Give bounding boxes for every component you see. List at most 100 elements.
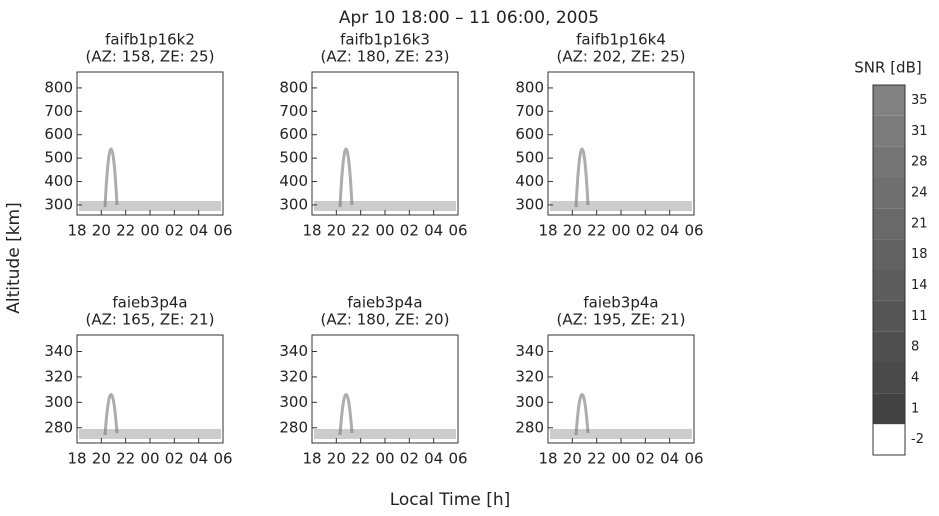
y-tick-label: 700 — [279, 102, 308, 120]
x-tick-label: 04 — [189, 450, 208, 468]
colorbar-tick-label: 14 — [911, 278, 928, 293]
x-tick-label: 20 — [563, 450, 582, 468]
y-tick-label: 300 — [515, 393, 544, 411]
y-tick-label: 340 — [279, 342, 308, 360]
x-tick-label: 00 — [140, 222, 159, 240]
x-tick-label: 18 — [302, 450, 321, 468]
colorbar-tick-label: -2 — [911, 432, 924, 447]
x-tick-label: 18 — [67, 450, 86, 468]
colorbar-band — [873, 146, 905, 178]
panel-subtitle: (AZ: 180, ZE: 20) — [321, 311, 450, 329]
x-tick-label: 06 — [213, 450, 232, 468]
colorbar-tick-label: 11 — [911, 309, 928, 324]
x-tick-label: 22 — [351, 450, 370, 468]
echo-texture — [550, 201, 692, 211]
echo-texture — [314, 429, 456, 439]
y-tick-label: 700 — [44, 102, 73, 120]
x-tick-label: 18 — [538, 222, 557, 240]
colorbar-tick-label: 4 — [911, 370, 919, 385]
y-tick-label: 800 — [279, 78, 308, 96]
panel-title: faieb3p4a — [583, 294, 658, 312]
y-tick-label: 300 — [279, 393, 308, 411]
x-tick-label: 18 — [538, 450, 557, 468]
x-tick-label: 20 — [563, 222, 582, 240]
echo-texture — [338, 147, 354, 208]
x-tick-label: 06 — [448, 222, 467, 240]
colorbar-tick-label: 35 — [911, 93, 928, 108]
x-tick-label: 04 — [424, 450, 443, 468]
colorbar-band — [873, 208, 905, 240]
y-tick-label: 300 — [44, 195, 73, 213]
colorbar-band — [873, 239, 905, 270]
x-tick-label: 02 — [636, 222, 655, 240]
echo-texture — [103, 147, 119, 208]
y-tick-label: 700 — [515, 102, 544, 120]
colorbar-tick-label: 31 — [911, 124, 928, 139]
x-tick-label: 00 — [140, 450, 159, 468]
panel-title: faifb1p16k3 — [340, 31, 430, 49]
x-tick-label: 02 — [400, 222, 419, 240]
colorbar-tick-label: 18 — [911, 247, 928, 262]
plot-frame — [76, 334, 224, 444]
x-tick-label: 06 — [684, 222, 703, 240]
panel-subtitle: (AZ: 180, ZE: 23) — [321, 48, 450, 66]
x-tick-label: 20 — [327, 222, 346, 240]
colorbar-band — [873, 85, 905, 116]
colorbar-tick-label: 1 — [911, 401, 919, 416]
plot-frame — [311, 334, 459, 444]
panel-title: faieb3p4a — [347, 294, 422, 312]
colorbar-tick-label: 8 — [911, 340, 919, 355]
colorbar-label: SNR [dB] — [854, 59, 921, 77]
x-axis-label: Local Time [h] — [390, 490, 511, 510]
colorbar-band — [873, 115, 905, 147]
x-tick-label: 06 — [684, 450, 703, 468]
panel-subtitle: (AZ: 165, ZE: 21) — [86, 311, 215, 329]
y-tick-label: 300 — [44, 393, 73, 411]
x-tick-label: 22 — [116, 222, 135, 240]
echo-texture — [79, 201, 221, 211]
colorbar-band — [873, 331, 905, 363]
y-tick-label: 280 — [515, 418, 544, 436]
plot-frame — [76, 71, 224, 216]
x-tick-label: 20 — [327, 450, 346, 468]
panel-subtitle: (AZ: 195, ZE: 21) — [557, 311, 686, 329]
x-tick-label: 02 — [400, 450, 419, 468]
x-tick-label: 18 — [302, 222, 321, 240]
y-tick-label: 500 — [279, 149, 308, 167]
y-tick-label: 320 — [279, 367, 308, 385]
plot-frame — [547, 71, 695, 216]
colorbar-band — [873, 270, 905, 301]
x-tick-label: 04 — [660, 450, 679, 468]
x-tick-label: 22 — [116, 450, 135, 468]
plot-frame — [311, 71, 459, 216]
x-tick-label: 20 — [92, 222, 111, 240]
x-tick-label: 22 — [587, 222, 606, 240]
y-tick-label: 340 — [44, 342, 73, 360]
colorbar-band — [873, 424, 905, 455]
colorbar-frame — [872, 84, 906, 456]
x-tick-label: 06 — [213, 222, 232, 240]
y-tick-label: 600 — [279, 125, 308, 143]
y-tick-label: 400 — [279, 172, 308, 190]
y-tick-label: 500 — [515, 149, 544, 167]
x-tick-label: 00 — [375, 222, 394, 240]
x-tick-label: 04 — [660, 222, 679, 240]
x-tick-label: 04 — [189, 222, 208, 240]
x-tick-label: 22 — [351, 222, 370, 240]
y-axis-label: Altitude [km] — [4, 202, 24, 314]
echo-texture — [103, 393, 119, 436]
echo-texture — [338, 393, 354, 436]
x-tick-label: 04 — [424, 222, 443, 240]
x-tick-label: 00 — [611, 222, 630, 240]
x-tick-label: 18 — [67, 222, 86, 240]
x-tick-label: 02 — [165, 450, 184, 468]
x-tick-label: 06 — [448, 450, 467, 468]
x-tick-label: 22 — [587, 450, 606, 468]
x-tick-label: 02 — [165, 222, 184, 240]
y-tick-label: 800 — [515, 78, 544, 96]
echo-texture — [79, 429, 221, 439]
y-tick-label: 600 — [515, 125, 544, 143]
panel-title: faifb1p16k2 — [105, 31, 195, 49]
panel-title: faieb3p4a — [112, 294, 187, 312]
